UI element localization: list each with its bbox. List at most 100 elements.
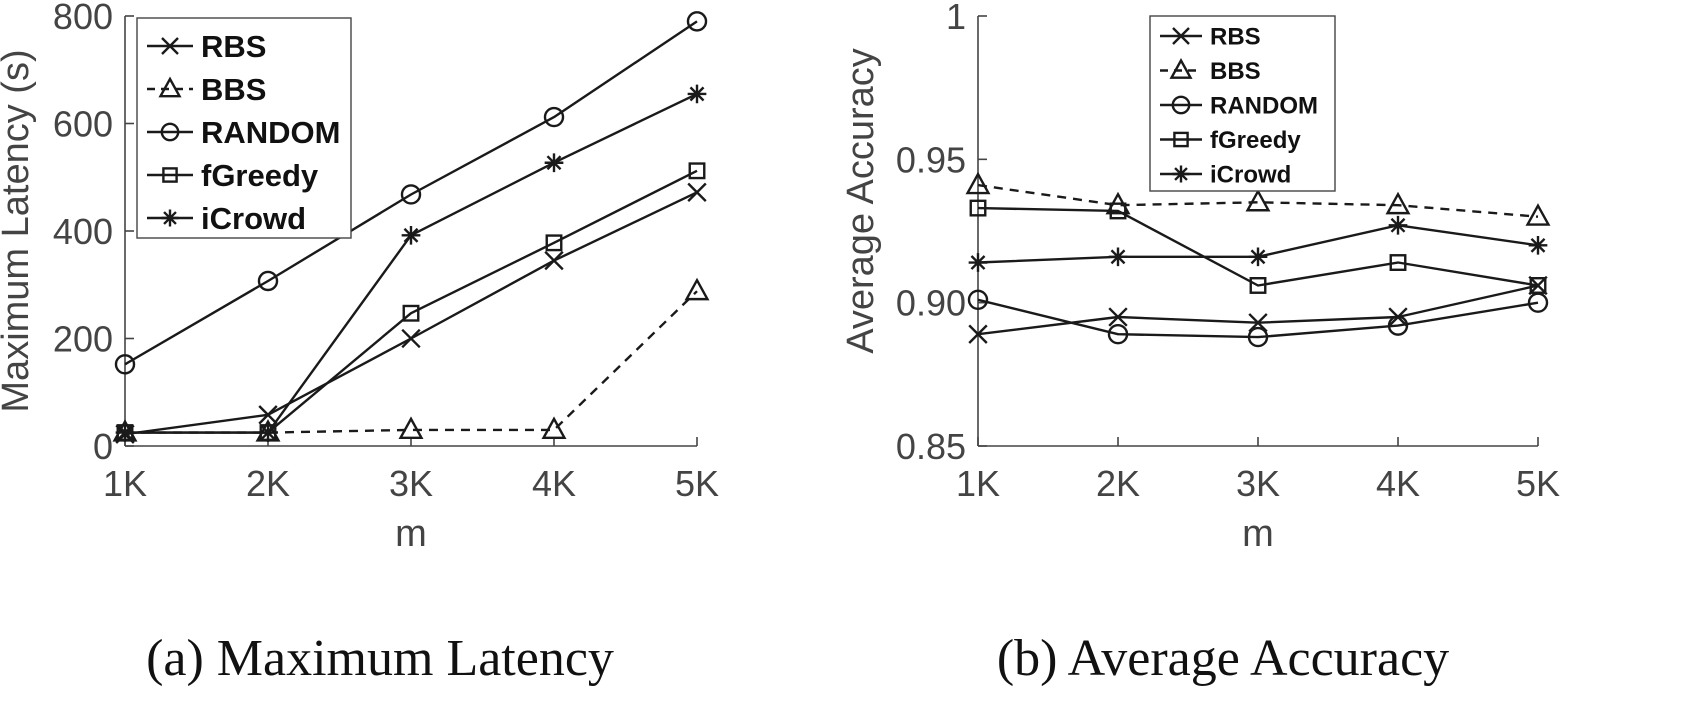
marker-circle-shape <box>686 11 708 32</box>
marker-x-shape <box>258 405 278 425</box>
data-point-rbs <box>687 182 707 202</box>
data-point-bbs <box>398 416 424 439</box>
x-tick-label: 1K <box>956 463 1000 504</box>
series-line-random <box>977 298 1539 339</box>
x-tick-label: 4K <box>1376 463 1420 504</box>
marker-asterisk-shape <box>1528 235 1548 255</box>
data-point-random <box>400 184 422 205</box>
data-point-rbs <box>401 328 421 349</box>
marker-triangle-shape <box>158 76 182 98</box>
y-tick-label: 200 <box>53 319 113 360</box>
marker-circle-shape <box>1247 326 1269 348</box>
marker-x-shape <box>544 250 564 271</box>
y-tick-label: 0.95 <box>896 139 966 180</box>
legend: RBS BBS RANDOM fGreedy iCrowd <box>1149 15 1336 192</box>
marker-circle-shape <box>160 122 180 142</box>
marker-x-shape <box>1248 313 1268 333</box>
marker-triangle-shape <box>1525 203 1551 226</box>
marker-x-shape <box>161 37 179 55</box>
marker-x-shape <box>1108 307 1128 327</box>
chart-caption: (b) Average Accuracy <box>997 630 1449 687</box>
legend-marker-bbs <box>158 76 182 98</box>
x-tick-label: 3K <box>1236 463 1280 504</box>
data-point-random <box>1107 323 1129 345</box>
data-point-bbs <box>1525 203 1551 226</box>
y-tick-label: 0.90 <box>896 283 966 324</box>
data-point-random <box>257 270 279 292</box>
data-point-fgreedy <box>1249 277 1267 294</box>
legend-marker-fgreedy <box>1173 131 1189 148</box>
chart-a-maximum-latency: 1K 2K 3K 4K 5K 0 200 400 600 800 m Maximum Latency … <box>0 0 719 687</box>
legend-label-rbs: RBS <box>201 29 266 64</box>
legend-label-fgreedy: fGreedy <box>1210 127 1301 154</box>
marker-triangle-shape <box>1169 58 1193 79</box>
data-point-fgreedy <box>1389 254 1407 271</box>
legend-label-bbs: BBS <box>201 72 266 107</box>
data-point-icrowd <box>687 84 707 104</box>
marker-square-shape <box>545 234 563 252</box>
x-tick-label: 4K <box>532 463 576 504</box>
marker-circle-shape <box>543 106 565 128</box>
x-axis-title: m <box>1242 513 1274 555</box>
marker-square-shape <box>969 199 987 217</box>
marker-triangle-shape <box>1245 188 1271 212</box>
marker-square-shape <box>1389 254 1407 271</box>
data-point-icrowd <box>258 423 278 442</box>
data-point-fgreedy <box>969 199 987 217</box>
marker-x-shape <box>401 328 421 349</box>
data-point-bbs <box>684 277 710 301</box>
marker-triangle-shape <box>684 277 710 301</box>
marker-triangle-shape <box>541 416 567 439</box>
data-point-rbs <box>1108 307 1128 327</box>
legend-marker-icrowd <box>1172 165 1190 183</box>
x-tick-label: 1K <box>103 463 147 504</box>
marker-square-shape <box>162 167 178 183</box>
marker-circle-shape <box>1171 95 1191 115</box>
marker-asterisk-shape <box>401 225 421 245</box>
marker-x-shape <box>687 182 707 202</box>
data-point-rbs <box>1248 313 1268 333</box>
data-point-random <box>967 289 989 311</box>
marker-asterisk-shape <box>161 209 179 227</box>
series-line-random <box>124 20 698 366</box>
marker-asterisk-shape <box>1108 247 1128 267</box>
chart-b-average-accuracy: 1K 2K 3K 4K 5K 0.85 0.90 0.95 1 m Average Accuracy… <box>840 0 1560 687</box>
legend-label-icrowd: iCrowd <box>201 201 306 236</box>
legend-label-random: RANDOM <box>201 115 341 150</box>
marker-asterisk-shape <box>968 253 988 272</box>
data-point-rbs <box>258 405 278 425</box>
marker-circle-shape <box>1387 315 1409 336</box>
marker-x-shape <box>968 324 988 344</box>
y-tick-label: 0.85 <box>896 426 966 467</box>
chart-caption: (a) Maximum Latency <box>146 630 614 687</box>
data-point-bbs <box>541 416 567 439</box>
marker-asterisk-shape <box>1248 247 1268 267</box>
data-point-random <box>1387 315 1409 336</box>
marker-triangle-shape <box>398 416 424 439</box>
legend-label-icrowd: iCrowd <box>1210 162 1291 189</box>
x-tick-label: 5K <box>1516 463 1560 504</box>
data-point-fgreedy <box>545 234 563 252</box>
legend-marker-rbs <box>1172 27 1190 45</box>
data-point-fgreedy <box>688 162 706 180</box>
data-point-icrowd <box>1388 215 1408 235</box>
legend-label-rbs: RBS <box>1210 24 1261 51</box>
marker-asterisk-shape <box>115 423 135 442</box>
data-point-bbs <box>965 171 991 195</box>
data-point-random <box>1247 326 1269 348</box>
data-point-random <box>114 354 136 375</box>
x-axis-title: m <box>395 513 427 555</box>
y-tick-label: 800 <box>53 0 113 37</box>
y-axis-title: Average Accuracy <box>840 48 882 354</box>
y-tick-label: 0 <box>93 426 113 467</box>
marker-square-shape <box>1173 131 1189 148</box>
x-tick-label: 2K <box>246 463 290 504</box>
x-tick-label: 3K <box>389 463 433 504</box>
marker-square-shape <box>402 304 420 322</box>
data-point-bbs <box>1385 191 1411 215</box>
legend-label-bbs: BBS <box>1210 58 1261 85</box>
marker-asterisk-shape <box>258 423 278 442</box>
legend-marker-random <box>160 122 180 142</box>
data-point-icrowd <box>968 253 988 272</box>
